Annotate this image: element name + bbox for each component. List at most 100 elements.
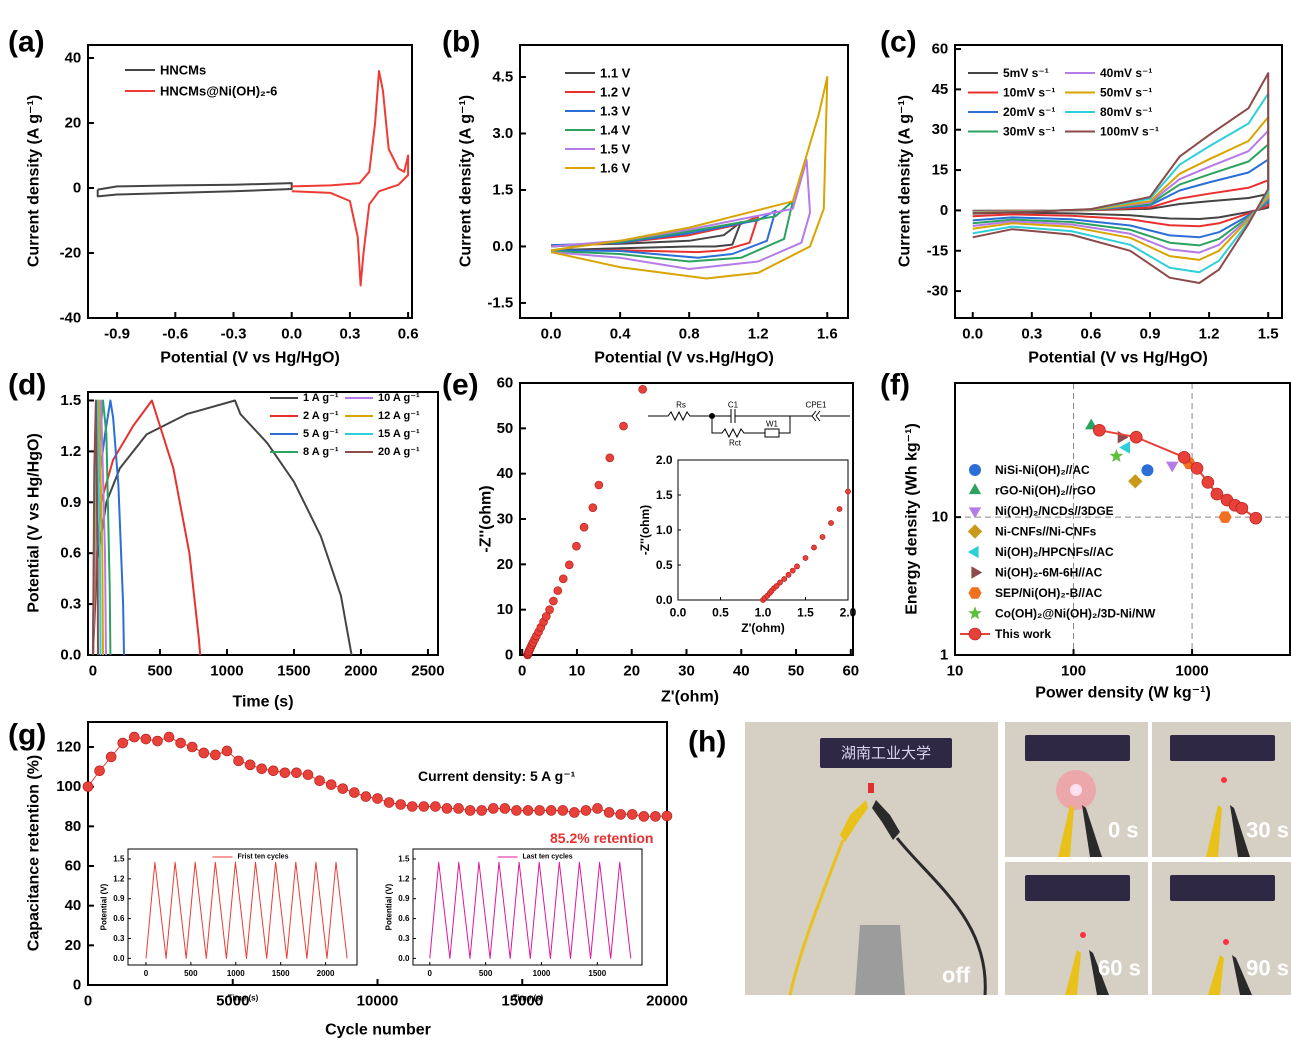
y-axis-title: Energy density (Wh kg⁻¹) <box>904 423 921 615</box>
x-axis-title: Z'(ohm) <box>661 689 719 706</box>
y-tick-label: 0.0 <box>492 238 513 255</box>
data-point <box>441 803 453 814</box>
x-tick-label: 10 <box>947 662 964 679</box>
legend-label: 5 A g⁻¹ <box>303 428 339 440</box>
data-point <box>579 522 589 532</box>
x-tick-label: 500 <box>147 662 172 679</box>
y-axis-title: Capacitance retention (%) <box>26 755 43 951</box>
legend-label: 20 A g⁻¹ <box>378 446 420 458</box>
y-tick-label: 0 <box>73 977 81 994</box>
y-tick-label: -30 <box>927 283 949 300</box>
data-point <box>418 801 430 812</box>
data-point <box>558 574 568 584</box>
y-tick-label: 1.2 <box>398 874 410 883</box>
data-point <box>1119 441 1130 454</box>
data-point <box>233 755 244 767</box>
panel-label: (e) <box>442 369 479 402</box>
y-tick-label: 60 <box>932 41 949 58</box>
inset-background <box>678 460 848 600</box>
data-point <box>221 745 233 757</box>
y-tick-label: 30 <box>932 121 949 138</box>
annotation: 85.2% retention <box>550 830 653 846</box>
plot-frame <box>954 44 1283 319</box>
plot-frame <box>87 721 668 986</box>
legend-label: 10mV s⁻¹ <box>1003 86 1055 100</box>
legend-label: This work <box>995 627 1051 641</box>
photo-caption: 90 s <box>1246 956 1289 981</box>
data-point <box>650 811 661 822</box>
x-tick-label: 2000 <box>317 969 335 978</box>
y-tick-label: 60 <box>497 375 514 392</box>
legend-label: 50mV s⁻¹ <box>1100 86 1152 100</box>
data-point <box>569 807 580 818</box>
plot-frame <box>519 44 849 319</box>
y-tick-label: 0.3 <box>60 596 81 613</box>
x-tick-label: 0.0 <box>962 325 983 342</box>
data-point <box>828 520 834 526</box>
x-tick-label: 40 <box>733 662 750 679</box>
legend-label: Ni(OH)₂-6M-6H//AC <box>995 566 1103 580</box>
series-line <box>551 209 777 259</box>
data-point <box>789 567 796 574</box>
y-tick-label: 20 <box>65 115 82 132</box>
data-point <box>175 737 186 749</box>
legend-label: 40mV s⁻¹ <box>1100 66 1152 80</box>
series-line <box>92 399 353 656</box>
x-tick-label: 0 <box>89 662 97 679</box>
data-point <box>773 583 780 589</box>
x-tick-label: 1500 <box>272 969 290 978</box>
data-point <box>129 731 140 743</box>
series-line <box>972 116 1270 261</box>
data-point <box>626 809 638 820</box>
data-point <box>661 810 673 822</box>
y-tick-label: 45 <box>932 81 949 98</box>
x-tick-label: 1.5 <box>1258 325 1279 342</box>
x-tick-label: 2500 <box>411 662 444 679</box>
data-point <box>564 560 574 570</box>
data-point <box>1093 423 1106 437</box>
legend-label: 8 A g⁻¹ <box>303 446 339 458</box>
y-tick-label: -1.5 <box>487 294 513 311</box>
x-tick-label: 1500 <box>277 662 310 679</box>
legend-label: Ni-CNFs//Ni-CNFs <box>995 525 1097 539</box>
legend-label: Last ten cycles <box>523 854 573 861</box>
data-point <box>819 534 826 540</box>
data-point <box>1117 431 1129 444</box>
y-tick-label: 0.9 <box>398 894 410 903</box>
x-tick-label: 30 <box>678 662 695 679</box>
y-tick-label: 0.6 <box>60 545 81 562</box>
x-tick-label: 1000 <box>210 662 243 679</box>
circuit-label: C1 <box>728 401 739 410</box>
series-line <box>972 72 1270 284</box>
series-line <box>551 200 794 263</box>
y-tick-label: 0.0 <box>113 954 125 963</box>
data-point <box>588 503 598 512</box>
legend-marker <box>967 524 983 539</box>
inset-background <box>128 849 357 965</box>
photo-panel <box>745 722 1291 996</box>
data-point <box>619 421 628 431</box>
legend-label: 30mV s⁻¹ <box>1003 125 1055 139</box>
y-tick-label: 2.0 <box>656 453 673 467</box>
x-tick-label: 0.0 <box>541 325 562 342</box>
data-point <box>541 612 551 621</box>
legend-label: 2 A g⁻¹ <box>303 410 339 422</box>
legend-label: SEP/Ni(OH)₂-B//AC <box>995 586 1103 600</box>
legend-label: rGO-Ni(OH)₂//rGO <box>995 484 1096 498</box>
data-point <box>553 586 563 595</box>
series-line <box>145 861 348 959</box>
data-point <box>314 775 325 787</box>
x-tick-label: 1.5 <box>797 606 814 620</box>
x-tick-label: 500 <box>479 969 493 978</box>
y-tick-label: 30 <box>497 511 514 528</box>
data-point <box>1129 430 1143 444</box>
plot-frame <box>519 382 854 656</box>
y-tick-label: -15 <box>927 242 949 259</box>
y-tick-label: 80 <box>65 818 82 835</box>
y-tick-label: 3.0 <box>492 125 513 142</box>
data-point <box>549 596 558 606</box>
data-point <box>105 751 117 763</box>
x-tick-label: 2000 <box>344 662 377 679</box>
legend-marker <box>968 483 982 495</box>
legend-label: HNCMs@Ni(OH)₂-6 <box>160 84 277 99</box>
